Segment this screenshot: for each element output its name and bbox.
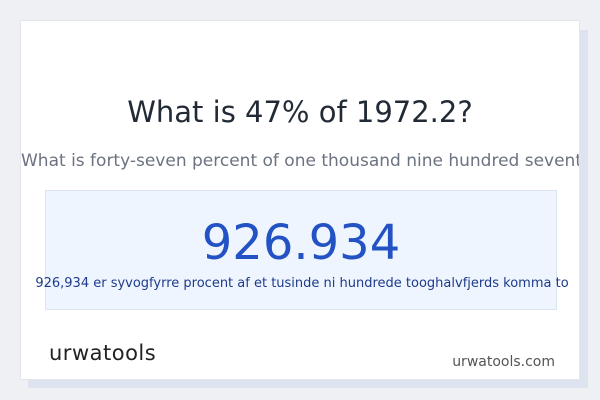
subtitle: What is forty-seven percent of one thous… (21, 151, 579, 171)
logo[interactable]: urwatools (49, 341, 157, 365)
result-words: 926,934 er syvogfyrre procent af et tusi… (35, 276, 569, 291)
result-box: 926.934 926,934 er syvogfyrre procent af… (35, 190, 569, 310)
site-link[interactable]: urwatools.com (452, 354, 555, 370)
result-value: 926.934 (201, 215, 401, 271)
title: What is 47% of 1972.2? (127, 95, 473, 129)
card: What is 47% of 1972.2? What is forty-sev… (20, 20, 580, 380)
